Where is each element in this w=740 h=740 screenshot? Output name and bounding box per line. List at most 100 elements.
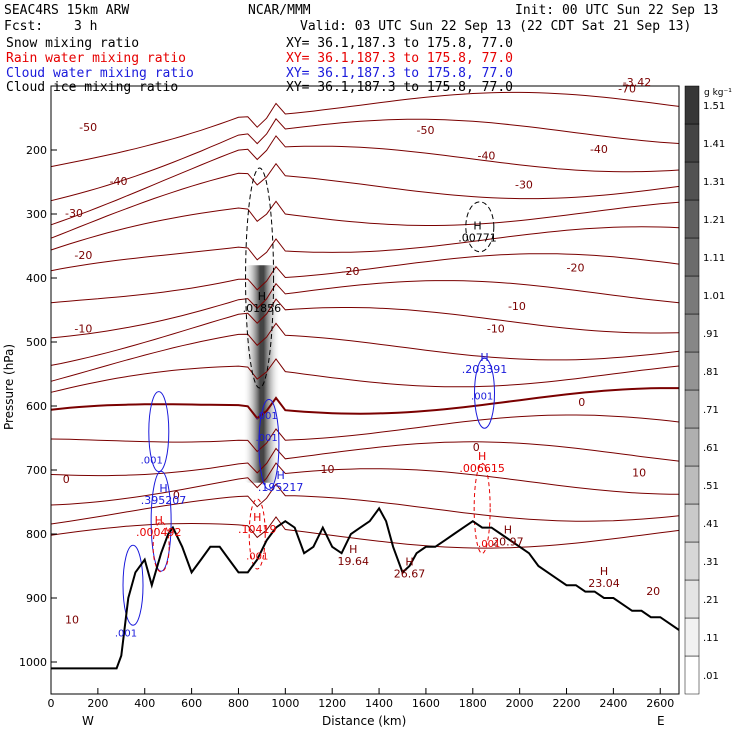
valid-time: Valid: 03 UTC Sun 22 Sep 13 (22 CDT Sat … (300, 19, 692, 34)
y-ticks: 1000 900 800 700 600 500 400 300 200 (19, 144, 57, 669)
max-marker: H (480, 351, 488, 364)
y-tick-label: 500 (26, 336, 47, 349)
temperature-label: -20 (74, 249, 92, 262)
colorbar-cell (684, 389, 700, 429)
temperature-contours (50, 91, 680, 549)
contour-small-label: .001 (255, 433, 277, 444)
colorbar-label: .01 (703, 671, 719, 682)
temperature-label: 0 (473, 441, 480, 454)
max-value: 23.04 (588, 577, 620, 590)
snow-column (243, 265, 281, 483)
temperature-contour (50, 441, 680, 477)
max-marker: H (473, 220, 481, 233)
temperature-label: -70 (618, 82, 636, 95)
max-marker: H (277, 469, 285, 482)
field-name-snow: Snow mixing ratio (6, 36, 140, 51)
colorbar-label: .71 (703, 405, 719, 416)
temperature-contour (50, 117, 680, 202)
colorbar-cell (684, 427, 700, 467)
max-marker: H (349, 543, 357, 556)
max-value: .203391 (462, 363, 508, 376)
cloud-water-contour (150, 470, 172, 572)
cloud-water-contour (148, 391, 170, 473)
max-marker: H (159, 482, 167, 495)
colorbar-label: .91 (703, 329, 719, 340)
terrain-line (51, 506, 680, 670)
x-tick-label: 1200 (318, 697, 346, 710)
temperature-contour (50, 387, 679, 420)
temperature-contour (50, 414, 680, 453)
init-time: Init: 00 UTC Sun 22 Sep 13 (515, 3, 719, 18)
x-tick-label: 2400 (599, 697, 627, 710)
colorbar-unit: g kg⁻¹ (704, 88, 732, 98)
temperature-label: -40 (590, 143, 608, 156)
temperature-label: -10 (487, 322, 505, 335)
cloud-ice-contour (245, 167, 275, 389)
temperature-contour (50, 516, 680, 549)
contour-small-label: .001 (115, 628, 137, 639)
temperature-contour (50, 358, 680, 393)
cloud-ice-contours (245, 167, 495, 389)
max-value: .195217 (258, 481, 304, 494)
temperature-contour (50, 162, 680, 239)
max-marker: H (258, 290, 266, 303)
colorbar-cell (684, 655, 700, 695)
temperature-label: 10 (632, 466, 646, 479)
max-value: .395207 (141, 494, 187, 507)
max-value: .000492 (136, 526, 182, 539)
plot-frame (50, 85, 680, 695)
y-tick-label: 900 (26, 592, 47, 605)
x-tick-label: 2200 (553, 697, 581, 710)
rain-contour (248, 498, 266, 570)
x-tick-label: 0 (48, 697, 55, 710)
colorbar-label: .11 (703, 633, 719, 644)
cloud-water-contours (122, 357, 496, 626)
temperature-label: 10 (320, 463, 334, 476)
temperature-contour (50, 91, 680, 168)
max-marker: H (405, 556, 413, 569)
y-tick-label: 200 (26, 144, 47, 157)
temperature-label: 10 (65, 614, 79, 627)
rain-contour (473, 462, 491, 554)
colorbar-cell (684, 275, 700, 315)
colorbar-label: .61 (703, 443, 719, 454)
x-axis-label: Distance (km) (322, 714, 407, 728)
colorbar-cell (684, 579, 700, 619)
x-tick-label: 1600 (412, 697, 440, 710)
max-value: .006615 (459, 462, 505, 475)
max-marker: H (155, 514, 163, 527)
field-name-cloud-water: Cloud water mixing ratio (6, 66, 194, 81)
contour-small-label: .001 (478, 539, 500, 550)
temperature-contour (50, 322, 680, 382)
max-value: .00771 (458, 232, 497, 245)
temperature-label: 0 (578, 396, 585, 409)
x-tick-label: 1000 (271, 697, 299, 710)
temperature-contour (50, 253, 680, 304)
colorbar-cell (684, 503, 700, 543)
colorbar-label: 1.51 (703, 101, 725, 112)
temperature-contour (50, 280, 680, 339)
max-marker: H (600, 565, 608, 578)
field-xy-cloud-ice: XY= 36.1,187.3 to 175.8, 77.0 (286, 80, 513, 95)
temperature-label: -50 (417, 124, 435, 137)
temperature-label: -40 (110, 175, 128, 188)
colorbar-cell (684, 85, 700, 125)
colorbar-cell (684, 161, 700, 201)
colorbar-cell (684, 541, 700, 581)
max-marker: H (253, 511, 261, 524)
y-tick-label: 700 (26, 464, 47, 477)
max-marker: H (504, 524, 512, 537)
forecast-value: 3 h (74, 19, 98, 34)
y-tick-label: 400 (26, 272, 47, 285)
x-ticks: 0 200 400 600 800 1000 1200 1400 1600 1800 2000 220… (48, 688, 674, 710)
colorbar-label: 1.31 (703, 177, 725, 188)
temperature-label: -30 (65, 207, 83, 220)
cloud-water-contour (258, 398, 280, 490)
cloud-water-contour (122, 544, 144, 626)
colorbar-cell (684, 465, 700, 505)
colorbar-label: .31 (703, 557, 719, 568)
max-marker: H (478, 450, 486, 463)
x-right-end: E (657, 714, 665, 728)
temperature-label: -20 (342, 265, 360, 278)
